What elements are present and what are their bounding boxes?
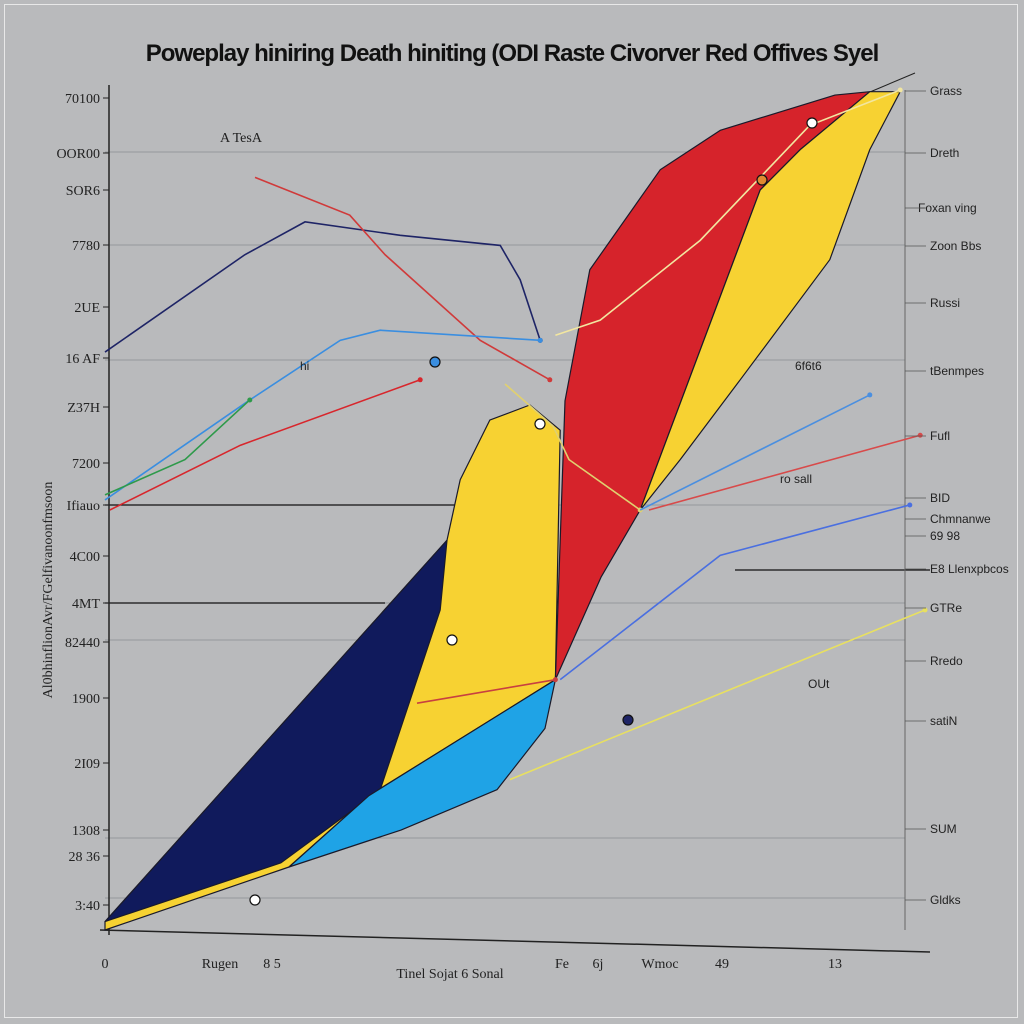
- x-axis-label: Tinel Sojat 6 Sonal: [396, 967, 503, 982]
- line-series-4: [109, 379, 421, 511]
- y-tick-label: 7780: [72, 239, 100, 254]
- legend-label: Rredo: [930, 654, 963, 668]
- data-marker: [446, 634, 458, 646]
- line-point: [867, 392, 873, 398]
- annotation: A TesA: [220, 131, 263, 146]
- line-point: [917, 432, 923, 438]
- line-point: [907, 502, 913, 508]
- area-series-4: [639, 91, 901, 511]
- y-axis-label: Al0bhinflionAvr/FGelfivanoonfmsoon: [41, 482, 56, 699]
- y-tick-label: 70100: [65, 92, 100, 107]
- line-series-1: [254, 176, 551, 381]
- x-tick-label: 0: [102, 957, 109, 972]
- legend-label: SUM: [930, 822, 957, 836]
- inline-label: 6f6t6: [795, 359, 822, 373]
- y-tick-label: 1900: [72, 692, 100, 707]
- line-series-5: [555, 89, 901, 337]
- legend-label: Russi: [930, 296, 960, 310]
- line-point: [547, 377, 553, 383]
- legend-label: satiN: [930, 714, 957, 728]
- x-tick-label: Wmoc: [641, 957, 678, 972]
- data-marker: [622, 714, 634, 726]
- inline-label: OUt: [808, 677, 830, 691]
- line-series-0: [104, 221, 541, 353]
- line-series-2: [104, 329, 541, 501]
- line-point: [922, 607, 928, 613]
- line-point: [417, 377, 423, 383]
- legend-label: Foxan ving: [918, 201, 977, 215]
- x-axis: [99, 929, 931, 953]
- legend-label: Dreth: [930, 146, 959, 160]
- line-point: [247, 397, 253, 403]
- line-series-7: [639, 394, 871, 511]
- data-marker: [756, 174, 768, 186]
- axis-extension: [869, 72, 916, 93]
- x-tick-label: Rugen: [202, 957, 239, 972]
- chart-title: Poweplay hiniring Death hiniting (ODI Ra…: [145, 40, 880, 67]
- legend-label: Grass: [930, 84, 962, 98]
- x-tick-label: 13: [828, 957, 842, 972]
- y-tick-label: 2I09: [74, 757, 100, 772]
- chart-frame: [4, 4, 1018, 1018]
- legend-label: 69 98: [930, 529, 960, 543]
- legend-label: Gldks: [930, 893, 961, 907]
- y-tick-label: SOR6: [66, 184, 100, 199]
- x-tick-label: Fe: [555, 957, 569, 972]
- line-series-3: [104, 399, 251, 496]
- y-tick-label: 4C00: [70, 550, 100, 565]
- y-tick-label: 1308: [72, 824, 100, 839]
- y-tick-label: 4MT: [72, 597, 100, 612]
- line-point: [552, 677, 558, 683]
- inline-label: hi: [300, 359, 309, 373]
- area-series-1: [104, 539, 448, 923]
- data-marker: [429, 356, 441, 368]
- legend-label: E8 Llenxpbcos: [930, 562, 1009, 576]
- legend-label: tBenmpes: [930, 364, 984, 378]
- line-series-8: [648, 434, 921, 511]
- line-series-11: [416, 678, 556, 704]
- line-series-9: [559, 504, 911, 681]
- y-tick-label: 28 36: [69, 850, 101, 865]
- line-point: [537, 337, 543, 343]
- x-tick-label: 8 5: [263, 957, 281, 972]
- inline-label: ro sall: [780, 472, 812, 486]
- y-tick-label: 82440: [65, 636, 100, 651]
- line-series-6: [504, 383, 641, 511]
- data-marker: [534, 418, 546, 430]
- x-tick-label: 49: [715, 957, 729, 972]
- y-tick-label: 3:40: [75, 899, 100, 914]
- y-tick-label: Z37H: [67, 401, 100, 416]
- legend-label: BID: [930, 491, 950, 505]
- legend-label: Chmnanwe: [930, 512, 991, 526]
- y-tick-label: OOR00: [56, 147, 100, 162]
- line-series-10: [509, 609, 926, 781]
- legend-label: Zoon Bbs: [930, 239, 981, 253]
- legend-label: Fufl: [930, 429, 950, 443]
- y-tick-label: 2UE: [74, 301, 100, 316]
- area-series-2: [288, 679, 557, 868]
- x-tick-label: 6j: [593, 957, 604, 972]
- y-tick-label: 16 AF: [65, 352, 100, 367]
- legend-label: GTRe: [930, 601, 962, 615]
- line-point: [897, 87, 903, 93]
- y-tick-label: Ifiauo: [67, 499, 100, 514]
- data-marker: [806, 117, 818, 129]
- y-tick-label: 7200: [72, 457, 100, 472]
- area-series-3: [554, 91, 871, 681]
- data-marker: [249, 894, 261, 906]
